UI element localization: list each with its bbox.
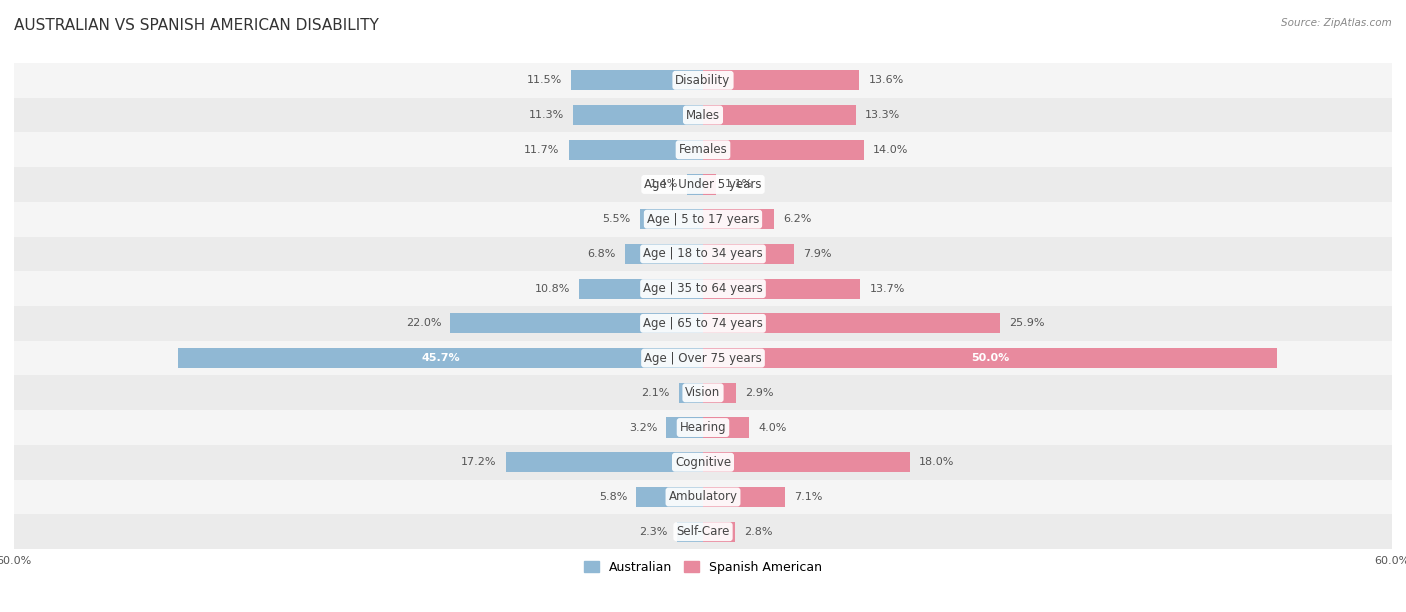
Text: AUSTRALIAN VS SPANISH AMERICAN DISABILITY: AUSTRALIAN VS SPANISH AMERICAN DISABILIT… (14, 18, 380, 34)
Bar (14, 410, 1392, 445)
Text: 7.9%: 7.9% (803, 249, 831, 259)
Bar (703, 348, 1277, 368)
Text: 18.0%: 18.0% (920, 457, 955, 467)
Bar (637, 487, 703, 507)
Text: 2.1%: 2.1% (641, 388, 669, 398)
Text: 1.1%: 1.1% (725, 179, 754, 190)
Text: 50.0%: 50.0% (972, 353, 1010, 363)
Bar (14, 132, 1392, 167)
Bar (14, 341, 1392, 375)
Text: Age | 35 to 64 years: Age | 35 to 64 years (643, 282, 763, 295)
Bar (703, 70, 859, 91)
Text: 13.3%: 13.3% (865, 110, 900, 120)
Text: 3.2%: 3.2% (628, 422, 657, 433)
Text: 17.2%: 17.2% (461, 457, 496, 467)
Bar (679, 382, 703, 403)
Text: Self-Care: Self-Care (676, 525, 730, 538)
Bar (666, 417, 703, 438)
Text: 6.2%: 6.2% (783, 214, 811, 224)
Text: 11.3%: 11.3% (529, 110, 564, 120)
Text: Hearing: Hearing (679, 421, 727, 434)
Bar (14, 306, 1392, 341)
Text: 5.8%: 5.8% (599, 492, 627, 502)
Legend: Australian, Spanish American: Australian, Spanish American (579, 556, 827, 579)
Text: Ambulatory: Ambulatory (668, 490, 738, 504)
Text: 14.0%: 14.0% (873, 145, 908, 155)
Bar (688, 174, 703, 195)
Text: 10.8%: 10.8% (534, 283, 569, 294)
Text: Age | Under 5 years: Age | Under 5 years (644, 178, 762, 191)
Bar (579, 278, 703, 299)
Bar (14, 98, 1392, 132)
Text: Source: ZipAtlas.com: Source: ZipAtlas.com (1281, 18, 1392, 28)
Bar (14, 271, 1392, 306)
Text: 4.0%: 4.0% (758, 422, 786, 433)
Bar (574, 105, 703, 125)
Text: 5.5%: 5.5% (602, 214, 631, 224)
Bar (703, 244, 794, 264)
Text: Age | 18 to 34 years: Age | 18 to 34 years (643, 247, 763, 261)
Bar (703, 487, 785, 507)
Text: 2.8%: 2.8% (744, 527, 773, 537)
Text: 45.7%: 45.7% (422, 353, 460, 363)
Text: 13.7%: 13.7% (869, 283, 905, 294)
Bar (506, 452, 703, 472)
Text: 1.4%: 1.4% (650, 179, 678, 190)
Bar (703, 209, 775, 230)
Bar (14, 63, 1392, 98)
Bar (703, 521, 735, 542)
Text: 11.7%: 11.7% (524, 145, 560, 155)
Bar (571, 70, 703, 91)
Text: Age | 65 to 74 years: Age | 65 to 74 years (643, 317, 763, 330)
Text: 13.6%: 13.6% (869, 75, 904, 85)
Bar (624, 244, 703, 264)
Bar (703, 140, 863, 160)
Bar (14, 237, 1392, 271)
Bar (14, 375, 1392, 410)
Bar (14, 202, 1392, 237)
Bar (703, 174, 716, 195)
Bar (703, 313, 1001, 334)
Text: 2.9%: 2.9% (745, 388, 773, 398)
Bar (568, 140, 703, 160)
Text: Age | 5 to 17 years: Age | 5 to 17 years (647, 213, 759, 226)
Text: Vision: Vision (685, 386, 721, 399)
Text: Disability: Disability (675, 74, 731, 87)
Text: 7.1%: 7.1% (794, 492, 823, 502)
Bar (450, 313, 703, 334)
Text: Males: Males (686, 108, 720, 122)
Bar (179, 348, 703, 368)
Bar (703, 452, 910, 472)
Bar (14, 514, 1392, 549)
Bar (14, 480, 1392, 514)
Text: 11.5%: 11.5% (526, 75, 562, 85)
Text: 2.3%: 2.3% (640, 527, 668, 537)
Bar (703, 417, 749, 438)
Bar (703, 278, 860, 299)
Text: 25.9%: 25.9% (1010, 318, 1045, 329)
Text: 22.0%: 22.0% (406, 318, 441, 329)
Bar (14, 167, 1392, 202)
Text: Age | Over 75 years: Age | Over 75 years (644, 351, 762, 365)
Text: 6.8%: 6.8% (588, 249, 616, 259)
Text: Cognitive: Cognitive (675, 456, 731, 469)
Text: Females: Females (679, 143, 727, 156)
Bar (703, 105, 856, 125)
Bar (703, 382, 737, 403)
Bar (676, 521, 703, 542)
Bar (14, 445, 1392, 480)
Bar (640, 209, 703, 230)
